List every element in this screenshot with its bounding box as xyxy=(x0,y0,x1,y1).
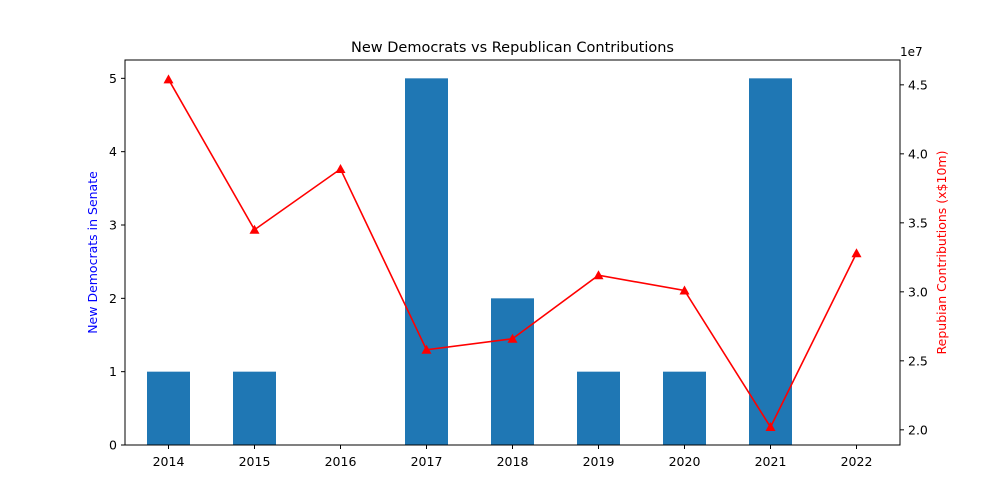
left-tick-label-0: 0 xyxy=(109,438,117,453)
right-axis-label: Repubian Contributions (x$10m) xyxy=(934,151,949,355)
left-tick-label-5: 5 xyxy=(109,71,117,86)
bar-2021 xyxy=(749,78,792,445)
left-axis-label: New Democrats in Senate xyxy=(85,171,100,334)
left-tick-label-2: 2 xyxy=(109,291,117,306)
x-tick-label-2017: 2017 xyxy=(411,454,443,469)
right-axis: 2.0 2.5 3.0 3.5 4.0 4.5 xyxy=(900,77,928,437)
line-marker-2014 xyxy=(163,74,174,84)
x-tick-label-2022: 2022 xyxy=(841,454,873,469)
right-tick-label-0: 2.0 xyxy=(908,422,928,437)
chart-title: New Democrats vs Republican Contribution… xyxy=(351,40,674,56)
line-marker-2018 xyxy=(507,333,518,343)
line-marker-2015 xyxy=(249,224,260,234)
x-tick-label-2020: 2020 xyxy=(669,454,701,469)
bar-2019 xyxy=(577,371,620,445)
left-tick-label-1: 1 xyxy=(109,364,117,379)
right-tick-label-1: 2.5 xyxy=(908,353,928,368)
line-marker-2016 xyxy=(335,164,346,174)
plot-frame xyxy=(124,59,901,446)
x-tick-label-2014: 2014 xyxy=(153,454,185,469)
left-tick-label-4: 4 xyxy=(109,144,117,159)
bar-2018 xyxy=(491,298,534,445)
right-axis-offset-text: 1e7 xyxy=(900,45,923,59)
x-tick-label-2015: 2015 xyxy=(239,454,271,469)
left-tick-label-3: 3 xyxy=(109,218,117,233)
right-tick-label-4: 4.0 xyxy=(908,146,928,161)
bar-2015 xyxy=(233,371,276,445)
x-tick-label-2016: 2016 xyxy=(325,454,357,469)
right-tick-label-5: 4.5 xyxy=(908,77,928,92)
bar-2014 xyxy=(147,371,190,445)
x-tick-label-2018: 2018 xyxy=(497,454,529,469)
line-marker-2019 xyxy=(593,270,604,280)
line-series xyxy=(163,74,862,432)
right-tick-label-2: 3.0 xyxy=(908,284,928,299)
bar-2020 xyxy=(663,371,706,445)
bar-2017 xyxy=(405,78,448,445)
right-tick-label-3: 3.5 xyxy=(908,215,928,230)
x-tick-label-2021: 2021 xyxy=(755,454,787,469)
line-marker-2020 xyxy=(679,285,690,295)
line-marker-2021 xyxy=(765,422,776,432)
x-tick-label-2019: 2019 xyxy=(583,454,615,469)
left-axis: 0 1 2 3 4 5 xyxy=(109,71,125,453)
bar-series xyxy=(147,78,792,445)
x-axis: 2014 2015 2016 2017 2018 2019 2020 2021 2022 xyxy=(153,445,873,469)
line-marker-2022 xyxy=(851,248,862,258)
line-marker-2017 xyxy=(421,344,432,354)
